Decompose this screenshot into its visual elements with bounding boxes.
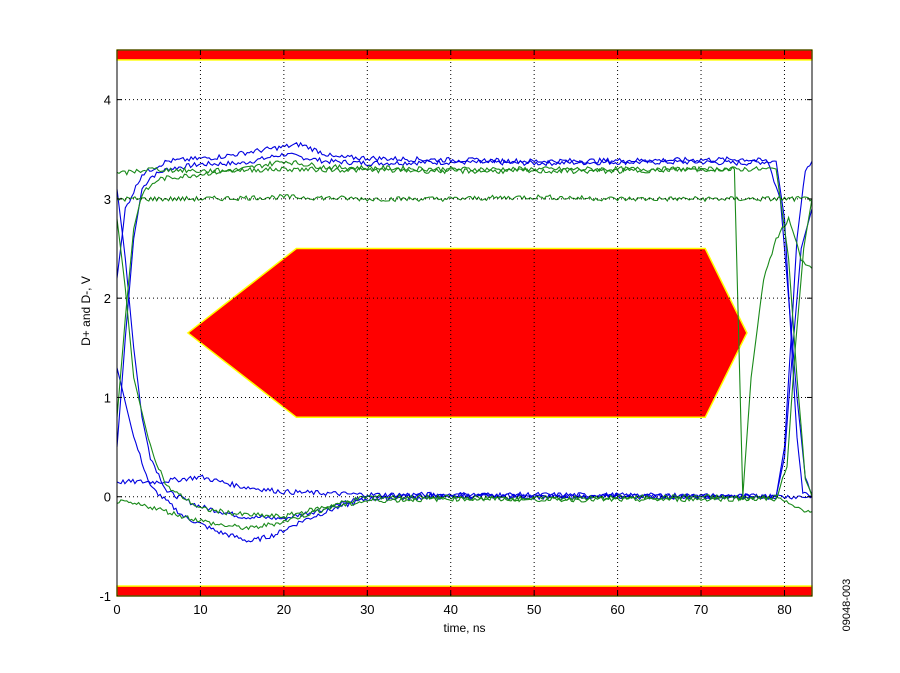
- y-tick-label: 4: [104, 93, 111, 108]
- top-mask-band: [116, 49, 813, 61]
- x-tick-label: 50: [527, 602, 541, 617]
- x-tick-label: 60: [610, 602, 624, 617]
- center-mask-polygon: [186, 247, 748, 419]
- trace-green-5: [116, 166, 813, 497]
- trace-layer: [116, 141, 813, 543]
- y-tick-label: 2: [104, 291, 111, 306]
- y-tick-label: 1: [104, 390, 111, 405]
- x-tick-label: 40: [443, 602, 457, 617]
- plot-frame: [116, 49, 813, 597]
- x-tick-label: 80: [777, 602, 791, 617]
- grid-layer: [117, 50, 812, 596]
- y-tick-label: -1: [99, 589, 111, 604]
- trace-blue-3: [116, 208, 813, 543]
- x-axis-label: time, ns: [443, 621, 485, 635]
- bottom-mask-band: [116, 585, 813, 597]
- trace-green-4: [116, 494, 813, 531]
- x-tick-label: 30: [360, 602, 374, 617]
- trace-blue-4: [116, 141, 813, 495]
- figure-id: 09048-003: [841, 579, 853, 632]
- y-tick-label: 3: [104, 192, 111, 207]
- trace-green-1: [116, 160, 813, 497]
- x-tick-label: 20: [277, 602, 291, 617]
- trace-green-3: [116, 193, 813, 203]
- trace-green-2: [116, 198, 813, 520]
- y-tick-label: 0: [104, 490, 111, 505]
- x-tick-label: 10: [193, 602, 207, 617]
- x-tick-label: 0: [113, 602, 120, 617]
- x-tick-label: 70: [694, 602, 708, 617]
- trace-blue-1: [116, 152, 813, 499]
- y-axis-label: D+ and D-, V: [79, 276, 93, 346]
